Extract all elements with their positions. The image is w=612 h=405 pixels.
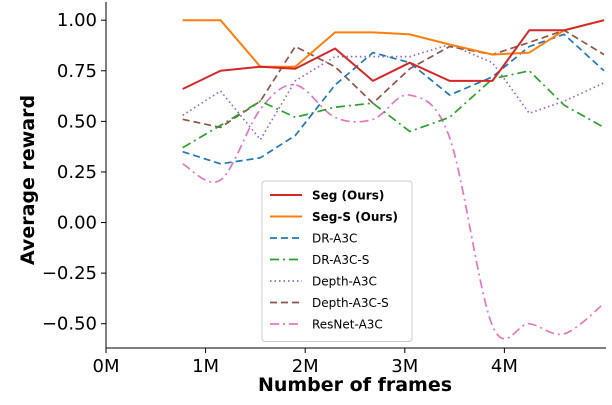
series-line-resnet-a3c — [182, 84, 605, 340]
axes — [105, 2, 606, 349]
legend-label: DR-A3C — [312, 232, 357, 246]
x-tick-label: 0M — [93, 356, 120, 377]
legend-box — [261, 180, 413, 342]
x-tick-label: 1M — [192, 356, 219, 377]
y-tick-label: 0.75 — [57, 61, 97, 82]
legend-label: ResNet-A3C — [312, 318, 383, 332]
y-tick-label: 1.00 — [57, 10, 97, 31]
legend-label: Depth-A3C — [312, 275, 377, 289]
y-tick-label: 0.25 — [57, 162, 97, 183]
legend-label: Depth-A3C-S — [312, 296, 389, 310]
series-line-seg-ours — [182, 19, 605, 90]
series-line-dr-a3c — [182, 33, 605, 165]
plot-lines — [182, 19, 605, 340]
x-tick-label: 3M — [391, 356, 418, 377]
x-tick-label: 4M — [491, 356, 518, 377]
y-tick-label: 0.00 — [57, 213, 97, 234]
y-tick-label: −0.50 — [42, 314, 97, 335]
y-axis-title: Average reward — [17, 95, 39, 265]
legend-label: Seg (Ours) — [312, 189, 384, 203]
legend: Seg (Ours) Seg-S (Ours) DR-A3C DR-A3C-S Dept… — [261, 180, 413, 342]
series-line-seg-s-ours — [182, 19, 605, 68]
legend-label: DR-A3C-S — [312, 253, 369, 267]
legend-label: Seg-S (Ours) — [312, 210, 398, 224]
series-line-dr-a3c-s — [182, 69, 605, 149]
ticks: 0M 1M 2M 3M 4M 1.00 0.75 0.50 0.25 0.00 −0.25 −0.50 — [42, 10, 518, 377]
y-tick-label: 0.50 — [57, 111, 97, 132]
x-axis-title: Number of frames — [258, 374, 452, 396]
y-tick-label: −0.25 — [42, 263, 97, 284]
x-tick-label: 2M — [292, 356, 319, 377]
